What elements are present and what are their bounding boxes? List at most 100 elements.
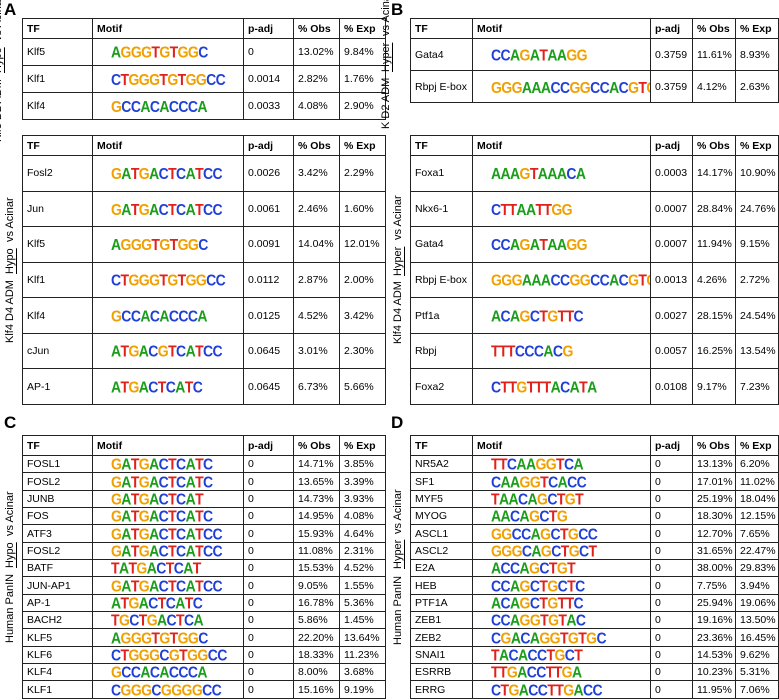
motif-letter: C xyxy=(578,524,588,543)
motif-letter: T xyxy=(539,45,548,64)
motif-letter: A xyxy=(519,507,530,525)
side-label: K D2 ADM Hyper vs Acinar xyxy=(380,0,404,129)
motif-letter: G xyxy=(501,77,512,96)
table-cell: 0 xyxy=(243,489,294,509)
table-cell: 22.47% xyxy=(735,541,779,561)
motif-letter: G xyxy=(141,680,152,699)
motif-letter: C xyxy=(564,646,575,664)
motif-letter: C xyxy=(203,472,213,491)
motif-letter: G xyxy=(171,680,182,699)
motif-letter: T xyxy=(184,594,194,612)
header-cell: % Obs xyxy=(692,18,736,39)
motif-logo: GATGACTCATCC xyxy=(92,524,244,543)
motif-letter: A xyxy=(140,96,150,116)
table-cell: 0.0033 xyxy=(243,92,294,120)
motif-letter: G xyxy=(537,490,548,508)
motif-letter: C xyxy=(550,270,560,290)
motif-letter: G xyxy=(138,490,150,508)
motif-letter: C xyxy=(510,507,520,525)
motif-letters: CCAGATAAGG xyxy=(477,45,588,64)
motif-logo: AGGGTGTGGC xyxy=(92,628,244,647)
motif-logo: ACAGCTGTTC xyxy=(472,593,651,613)
table-cell: 0 xyxy=(650,680,693,699)
motif-letter: C xyxy=(206,270,216,290)
table-cell: 4.08% xyxy=(339,507,386,526)
motif-logo: ATGACTCATC xyxy=(92,368,244,405)
motif-letters: TAACAGCTGT xyxy=(477,490,584,508)
motif-letter: C xyxy=(158,455,169,473)
motif-letter: T xyxy=(565,594,575,612)
motif-logo: CAAGGTCACC xyxy=(472,472,651,491)
motif-letter: G xyxy=(138,507,150,525)
motif-letters: GCCACACCCA xyxy=(97,96,208,116)
motif-logo: ACAGCTGTTC xyxy=(472,297,651,334)
motif-letter: T xyxy=(553,663,563,681)
motif-letter: A xyxy=(149,524,159,543)
motif-letter: T xyxy=(498,341,508,361)
motif-letter: G xyxy=(529,559,540,577)
motif-letter: G xyxy=(149,270,160,290)
motif-letter: A xyxy=(556,235,567,254)
motif-letter: G xyxy=(111,472,122,491)
motif-letter: A xyxy=(491,306,501,325)
motif-letter: A xyxy=(530,524,541,543)
motif-letter: G xyxy=(539,628,550,647)
motif-letter: T xyxy=(529,164,539,183)
motif-letter: G xyxy=(120,235,132,254)
motif-letters: ATGACTCATC xyxy=(97,594,203,612)
motif-letter: A xyxy=(185,576,196,595)
table-cell: Klf4 xyxy=(22,92,93,120)
table-row: Foxa2 CTTGTTTACATA 0.0108 9.17% 7.23% xyxy=(410,368,779,405)
table-cell: 0 xyxy=(650,524,693,543)
table-cell: 3.42% xyxy=(339,297,386,334)
motif-letter: A xyxy=(587,377,597,396)
header-cell: p-adj xyxy=(243,18,294,39)
header-cell: Motif xyxy=(92,435,244,456)
motif-letter: G xyxy=(177,42,189,62)
header-cell: % Exp xyxy=(735,18,779,39)
motif-letters: GGGCAGCTGCT xyxy=(477,543,597,558)
header-cell: Motif xyxy=(472,18,651,39)
motif-letter: C xyxy=(573,594,584,612)
motif-letter: A xyxy=(491,594,501,612)
motif-letter: T xyxy=(130,576,140,595)
motif-logo: TACACCTGCT xyxy=(472,645,651,665)
table-cell: 7.06% xyxy=(735,680,779,699)
motif-letter: G xyxy=(567,524,579,543)
motif-letters: ACCAGCTGT xyxy=(477,559,576,577)
side-label: Klf4 D4 ADM Hypo vs Acinar xyxy=(4,135,16,405)
header-row: TF Motif p-adj% Obs% Exp xyxy=(22,435,386,456)
table-cell: 3.93% xyxy=(339,489,386,509)
motif-letter: A xyxy=(547,45,557,64)
table-cell: 0.0014 xyxy=(243,65,294,93)
motif-letters: AGGGTGTGGC xyxy=(97,628,208,647)
table-cell: 5.31% xyxy=(735,663,779,682)
motif-letters: TGCTGACTCA xyxy=(97,613,204,628)
header-cell: p-adj xyxy=(243,435,294,456)
motif-letters: GATGACTCATCC xyxy=(97,524,223,543)
table-row: Rbpj E-boxGGGAAACCGGCCACGTG0.00134.26%2.… xyxy=(410,261,779,299)
motif-letter: A xyxy=(571,663,582,681)
motif-letter: T xyxy=(195,341,204,361)
header-cell: TF xyxy=(22,135,93,156)
motif-letter: C xyxy=(559,270,570,290)
motif-letter: A xyxy=(557,472,568,491)
motif-letters: CTGGGCGTGGCC xyxy=(97,647,227,662)
table-cell: 15.93% xyxy=(293,524,340,543)
motif-letters: AAAGTAAACA xyxy=(477,164,586,183)
motif-letter: A xyxy=(175,594,185,612)
motif-letter: G xyxy=(177,628,189,647)
table-cell: 2.30% xyxy=(339,332,386,370)
motif-letter: C xyxy=(590,270,600,290)
motif-letters: CTGGGTGTGGCC xyxy=(97,70,226,88)
motif-letter: C xyxy=(528,680,538,699)
header-cell: Motif xyxy=(92,18,244,39)
table-row: ERRG CTGACCTTGACC 0 11.95% 7.06% xyxy=(410,680,779,699)
motif-letter: G xyxy=(547,594,558,612)
motif-letter: C xyxy=(575,611,586,629)
motif-letter: A xyxy=(510,235,520,254)
motif-letter: A xyxy=(149,455,159,473)
motif-letter: C xyxy=(506,455,517,473)
motif-letter: G xyxy=(138,455,150,473)
table-cell: 2.82% xyxy=(293,65,340,93)
